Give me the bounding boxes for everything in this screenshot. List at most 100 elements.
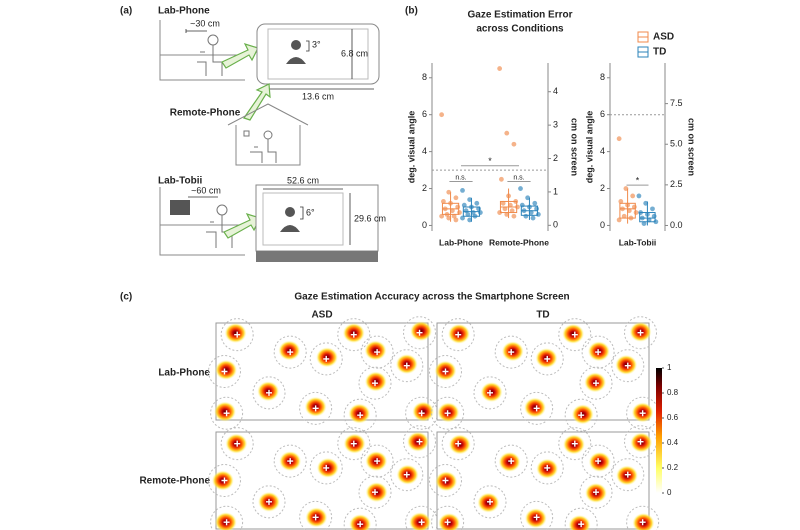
data-point <box>465 211 471 217</box>
accuracy-ring <box>299 500 333 530</box>
panel-label: (b) <box>405 6 418 17</box>
accuracy-ring <box>564 398 598 432</box>
y-tick-label: 2 <box>600 183 605 193</box>
data-point <box>497 66 503 71</box>
colorbar-tick-label: 0.6 <box>667 413 679 422</box>
data-point <box>527 204 532 210</box>
y2-tick-label: 1 <box>553 186 558 196</box>
accuracy-ring <box>473 485 507 519</box>
accuracy-ring <box>210 396 244 430</box>
gaze-density <box>215 359 238 380</box>
data-point <box>515 204 520 210</box>
data-point <box>519 202 525 208</box>
accuracy-ring <box>403 316 437 350</box>
accuracy-ring <box>210 505 244 530</box>
data-point <box>534 206 539 212</box>
target-marker <box>223 410 230 417</box>
gaze-density <box>568 514 591 530</box>
gaze-density <box>616 465 638 486</box>
gaze-density <box>501 341 524 362</box>
data-point <box>449 208 455 214</box>
accuracy-ring <box>611 349 645 383</box>
gaze-density <box>524 508 547 529</box>
y-tick-label: 4 <box>422 146 427 156</box>
target-marker <box>403 471 410 478</box>
target-marker <box>595 349 602 356</box>
y2-tick-label: 4 <box>553 86 558 96</box>
colorbar <box>656 368 662 493</box>
phone <box>256 23 380 85</box>
data-point <box>474 200 480 206</box>
legend-label: ASD <box>653 32 674 43</box>
annotation: * <box>636 176 640 186</box>
target-marker <box>312 405 319 412</box>
accuracy-ring <box>252 485 286 519</box>
panel-label: (c) <box>120 292 132 303</box>
data-point <box>631 204 637 210</box>
target-marker <box>578 521 585 528</box>
accuracy-ring <box>558 318 592 352</box>
gaze-density <box>224 323 247 344</box>
gaze-density <box>632 513 655 530</box>
target-marker <box>312 514 319 521</box>
target-marker <box>533 405 540 412</box>
colorbar-tick-label: 0.8 <box>667 388 679 397</box>
data-point <box>469 204 474 210</box>
condition-label: Remote-Phone <box>170 108 241 119</box>
target-marker <box>508 458 515 465</box>
data-point <box>621 213 627 219</box>
gaze-density <box>410 321 433 342</box>
chart-title: across Conditions <box>476 24 564 35</box>
accuracy-ring <box>428 355 462 388</box>
face-icon <box>280 207 300 232</box>
data-point <box>460 215 465 221</box>
target-marker <box>223 519 230 526</box>
target-marker <box>571 331 578 338</box>
data-point <box>528 210 534 215</box>
data-point <box>626 208 632 214</box>
y-tick-label: 0 <box>600 220 605 230</box>
gaze-density <box>587 341 610 362</box>
data-point <box>630 193 636 199</box>
accuracy-ring <box>530 342 564 376</box>
target-marker <box>624 471 631 478</box>
gaze-density <box>498 451 521 472</box>
gaze-density <box>630 432 653 453</box>
target-marker <box>287 349 294 356</box>
data-point <box>502 206 508 212</box>
target-marker <box>323 464 330 471</box>
gaze-density <box>588 451 611 472</box>
target-marker <box>287 458 294 465</box>
data-point <box>507 202 513 208</box>
target-marker <box>455 440 462 447</box>
target-marker <box>323 355 330 362</box>
dimension-label: 29.6 cm <box>354 213 386 223</box>
target-marker <box>416 329 423 336</box>
y-tick-label: 2 <box>422 183 427 193</box>
arrow <box>223 213 261 239</box>
gaze-density <box>437 402 460 423</box>
gaze-density <box>562 323 585 344</box>
target-marker <box>533 514 540 521</box>
gaze-density <box>412 401 435 422</box>
y2-tick-label: 3 <box>553 119 558 129</box>
accuracy-ring <box>390 458 424 492</box>
target-marker <box>357 412 364 419</box>
accuracy-ring <box>252 376 286 410</box>
y-tick-label: 8 <box>422 72 427 82</box>
dimension-label: 13.6 cm <box>302 91 334 101</box>
data-point <box>532 200 538 206</box>
data-point <box>628 215 634 221</box>
legend-label: TD <box>653 47 666 58</box>
accuracy-ring <box>581 335 615 369</box>
data-point <box>444 211 450 217</box>
colorbar-tick-label: 0.2 <box>667 463 679 472</box>
target-marker <box>444 519 451 526</box>
data-point <box>643 200 649 206</box>
data-point <box>453 217 459 223</box>
y2-tick-label: 7.5 <box>670 98 683 108</box>
gaze-density <box>409 512 432 530</box>
target-marker <box>266 389 272 396</box>
y-tick-label: 0 <box>422 220 427 230</box>
data-point <box>504 211 510 217</box>
